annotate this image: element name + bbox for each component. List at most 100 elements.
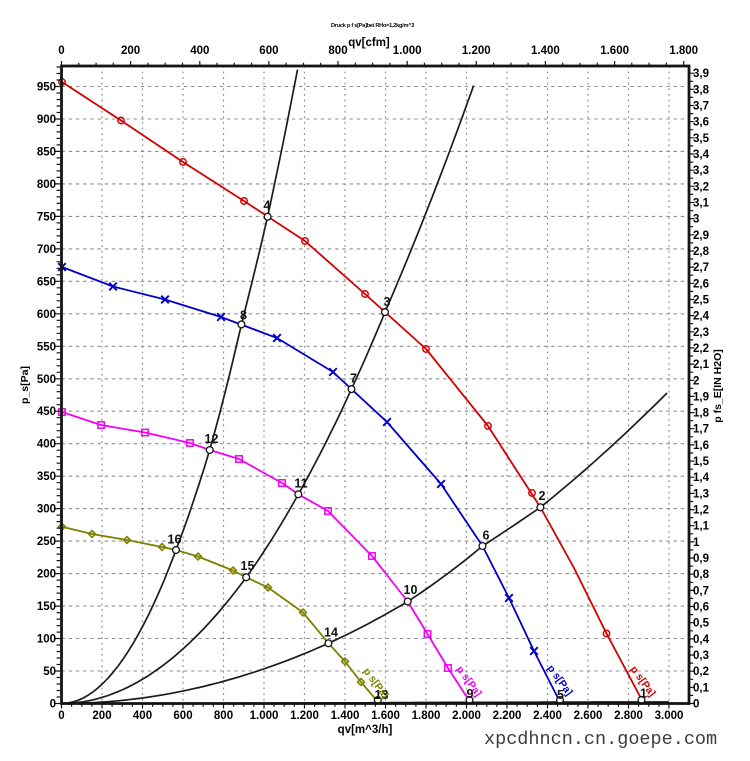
svg-text:0,6: 0,6 bbox=[693, 602, 709, 614]
svg-text:1,5: 1,5 bbox=[693, 456, 710, 468]
svg-text:2.400: 2.400 bbox=[533, 710, 562, 722]
svg-text:3.000: 3.000 bbox=[655, 710, 684, 722]
svg-text:qv[m^3/h]: qv[m^3/h] bbox=[338, 724, 393, 736]
svg-text:1,6: 1,6 bbox=[693, 440, 709, 452]
svg-text:3,7: 3,7 bbox=[693, 101, 709, 113]
svg-text:800: 800 bbox=[328, 45, 347, 57]
svg-text:400: 400 bbox=[190, 45, 209, 57]
svg-text:10: 10 bbox=[404, 583, 418, 597]
svg-text:1.000: 1.000 bbox=[393, 45, 422, 57]
svg-text:p fs_E[IN H2O]: p fs_E[IN H2O] bbox=[712, 349, 724, 423]
svg-text:2.800: 2.800 bbox=[614, 710, 643, 722]
svg-text:1,2: 1,2 bbox=[693, 505, 709, 517]
svg-text:0,5: 0,5 bbox=[693, 618, 710, 630]
svg-text:0: 0 bbox=[50, 699, 56, 711]
svg-text:12: 12 bbox=[205, 432, 219, 446]
svg-text:250: 250 bbox=[37, 536, 56, 548]
svg-text:150: 150 bbox=[37, 601, 56, 613]
svg-text:350: 350 bbox=[37, 471, 56, 483]
svg-text:2.600: 2.600 bbox=[574, 710, 603, 722]
svg-text:0,2: 0,2 bbox=[693, 666, 709, 678]
svg-text:900: 900 bbox=[37, 114, 56, 126]
svg-text:650: 650 bbox=[37, 276, 56, 288]
svg-text:0: 0 bbox=[58, 710, 64, 722]
svg-text:1.600: 1.600 bbox=[600, 45, 629, 57]
svg-text:3,8: 3,8 bbox=[693, 84, 710, 96]
svg-text:p_s[Pa]: p_s[Pa] bbox=[19, 366, 31, 404]
svg-text:400: 400 bbox=[37, 439, 56, 451]
svg-text:3,2: 3,2 bbox=[693, 181, 709, 193]
svg-text:800: 800 bbox=[37, 179, 56, 191]
svg-text:2,1: 2,1 bbox=[693, 359, 710, 371]
svg-text:1,1: 1,1 bbox=[693, 521, 710, 533]
svg-text:13: 13 bbox=[375, 688, 389, 702]
svg-text:1.200: 1.200 bbox=[290, 710, 319, 722]
svg-text:1.600: 1.600 bbox=[371, 710, 400, 722]
svg-text:2,8: 2,8 bbox=[693, 246, 710, 258]
svg-text:450: 450 bbox=[37, 406, 56, 418]
svg-text:1,4: 1,4 bbox=[693, 472, 710, 484]
svg-text:950: 950 bbox=[37, 82, 56, 94]
svg-text:0,8: 0,8 bbox=[693, 569, 710, 581]
svg-text:1.800: 1.800 bbox=[669, 45, 698, 57]
svg-text:2,6: 2,6 bbox=[693, 278, 709, 290]
svg-text:2.200: 2.200 bbox=[493, 710, 522, 722]
svg-text:4: 4 bbox=[264, 199, 271, 213]
svg-text:0: 0 bbox=[693, 699, 699, 711]
svg-text:5: 5 bbox=[557, 688, 564, 702]
svg-text:xpcdhncn.cn.goepe.com: xpcdhncn.cn.goepe.com bbox=[484, 729, 717, 750]
svg-text:700: 700 bbox=[37, 244, 56, 256]
svg-text:600: 600 bbox=[259, 45, 278, 57]
svg-text:1.400: 1.400 bbox=[331, 710, 360, 722]
svg-text:1,9: 1,9 bbox=[693, 391, 709, 403]
svg-text:1: 1 bbox=[640, 687, 647, 701]
svg-text:800: 800 bbox=[214, 710, 233, 722]
svg-text:50: 50 bbox=[43, 666, 56, 678]
svg-text:2,7: 2,7 bbox=[693, 262, 709, 274]
svg-text:3,9: 3,9 bbox=[693, 68, 709, 80]
svg-text:500: 500 bbox=[37, 374, 56, 386]
svg-text:2,4: 2,4 bbox=[693, 311, 710, 323]
svg-text:16: 16 bbox=[168, 533, 182, 547]
svg-text:0,9: 0,9 bbox=[693, 553, 709, 565]
svg-text:200: 200 bbox=[37, 569, 56, 581]
svg-text:1.200: 1.200 bbox=[462, 45, 491, 57]
svg-text:0,7: 0,7 bbox=[693, 585, 709, 597]
svg-text:200: 200 bbox=[92, 710, 111, 722]
svg-text:7: 7 bbox=[350, 372, 357, 386]
svg-text:600: 600 bbox=[37, 309, 56, 321]
svg-text:8: 8 bbox=[240, 309, 247, 323]
svg-text:200: 200 bbox=[121, 45, 140, 57]
svg-text:0: 0 bbox=[58, 45, 64, 57]
svg-text:1,7: 1,7 bbox=[693, 424, 709, 436]
svg-text:400: 400 bbox=[133, 710, 152, 722]
svg-text:0,4: 0,4 bbox=[693, 634, 710, 646]
svg-text:600: 600 bbox=[173, 710, 192, 722]
svg-text:2,2: 2,2 bbox=[693, 343, 709, 355]
svg-text:2,3: 2,3 bbox=[693, 327, 709, 339]
svg-text:15: 15 bbox=[241, 559, 255, 573]
svg-text:6: 6 bbox=[483, 529, 490, 543]
svg-text:100: 100 bbox=[37, 634, 56, 646]
svg-text:1,8: 1,8 bbox=[693, 408, 710, 420]
svg-text:2,5: 2,5 bbox=[693, 295, 710, 307]
svg-text:1.400: 1.400 bbox=[531, 45, 560, 57]
svg-text:3,4: 3,4 bbox=[693, 149, 710, 161]
svg-text:300: 300 bbox=[37, 504, 56, 516]
svg-text:2: 2 bbox=[693, 375, 699, 387]
svg-text:0,1: 0,1 bbox=[693, 682, 710, 694]
svg-text:0,3: 0,3 bbox=[693, 650, 709, 662]
svg-text:1.800: 1.800 bbox=[412, 710, 441, 722]
svg-text:3,5: 3,5 bbox=[693, 133, 710, 145]
svg-text:550: 550 bbox=[37, 341, 56, 353]
svg-text:1,3: 1,3 bbox=[693, 488, 709, 500]
svg-text:2: 2 bbox=[539, 489, 546, 503]
svg-text:3,3: 3,3 bbox=[693, 165, 709, 177]
svg-text:850: 850 bbox=[37, 146, 56, 158]
svg-text:2.000: 2.000 bbox=[452, 710, 481, 722]
svg-text:qv[cfm]: qv[cfm] bbox=[348, 37, 390, 49]
svg-text:11: 11 bbox=[294, 477, 307, 491]
svg-text:2,9: 2,9 bbox=[693, 230, 709, 242]
svg-text:1: 1 bbox=[693, 537, 700, 549]
svg-text:3,1: 3,1 bbox=[693, 198, 710, 210]
